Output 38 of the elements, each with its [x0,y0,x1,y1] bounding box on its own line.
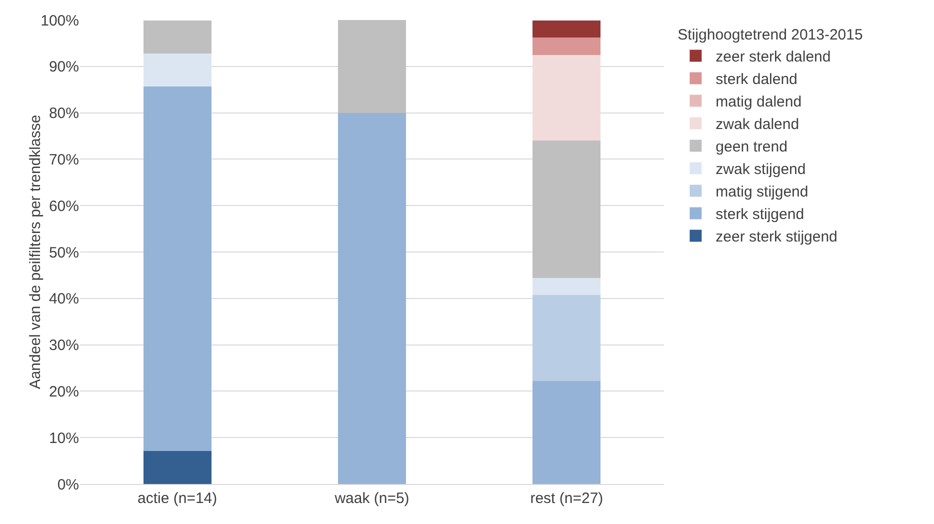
bar [143,451,212,484]
y-tick-label: 80% [48,105,79,122]
bar [532,38,601,55]
y-axis-title: Aandeel van de peilfilters per trendklasse [27,114,44,390]
y-tick-label: 50% [48,244,79,262]
legend-label: zwak stijgend [716,161,806,178]
legend-title: Stijghoogtetrend 2013-2015 [678,26,863,44]
bar [532,140,601,278]
bar [143,20,212,54]
bar [532,278,601,296]
x-tick-label: rest (n=27) [530,490,604,507]
y-tick-label: 20% [48,383,79,400]
y-tick-label: 40% [48,290,79,308]
y-tick-label: 10% [48,430,79,447]
y-tick-label: 60% [48,198,79,215]
legend-label: matig stijgend [716,184,808,201]
y-tick-label: 100% [40,12,79,30]
legend-label: geen trend [716,138,788,156]
bar [532,20,601,38]
y-tick-label: 90% [48,58,79,76]
y-tick-label: 70% [48,151,79,168]
bar [532,295,601,381]
bar [532,380,601,484]
y-tick-label: 30% [48,337,79,354]
bar [143,53,212,86]
legend-label: zeer sterk dalend [716,48,831,66]
x-tick-label: waak (n=5) [334,490,410,507]
bar [338,20,406,113]
legend-label: zwak dalend [716,116,800,134]
y-tick-label: 0% [57,476,79,494]
legend-label: zeer sterk stijgend [716,228,838,246]
legend-label: sterk stijgend [716,206,804,224]
bar [532,54,601,141]
legend-label: sterk dalend [716,71,798,88]
bar [143,86,212,452]
legend-label: matig dalend [716,94,802,111]
x-tick-label: actie (n=14) [138,490,218,507]
bar [338,112,406,484]
